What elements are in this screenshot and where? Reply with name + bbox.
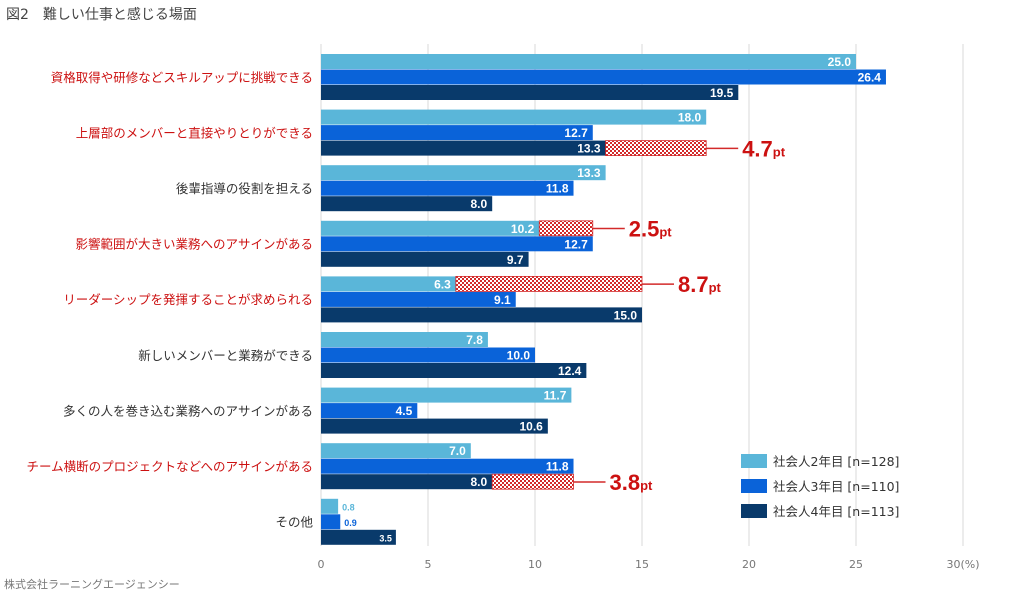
value-label: 9.1 xyxy=(494,293,511,307)
bar xyxy=(321,180,574,196)
value-label: 0.9 xyxy=(344,518,357,528)
x-tick-label: 10 xyxy=(528,558,542,571)
value-label: 8.0 xyxy=(471,475,488,489)
value-label: 19.5 xyxy=(710,86,734,100)
bar xyxy=(321,443,471,459)
gap-hatch xyxy=(491,473,574,490)
category-label: 多くの人を巻き込む業務へのアサインがある xyxy=(63,403,313,418)
bar xyxy=(321,332,488,347)
gap-annotations: 4.7pt 2.5pt 8.7pt 3.8pt xyxy=(455,136,786,495)
value-label: 11.8 xyxy=(546,182,569,196)
x-tick-label: 25 xyxy=(849,558,863,571)
category-label: 資格取得や研修などスキルアップに挑戦できる xyxy=(51,70,313,85)
bar xyxy=(321,69,886,85)
bar xyxy=(321,307,642,323)
bar xyxy=(321,418,548,434)
value-label: 10.2 xyxy=(511,222,535,236)
value-label: 26.4 xyxy=(858,71,882,85)
value-label: 18.0 xyxy=(678,111,702,125)
value-label: 12.7 xyxy=(564,237,588,251)
value-label: 12.4 xyxy=(558,364,582,378)
labels: 0 5 10 15 20 25 30(%) 資格取得や研修などスキルアップに挑戦できる 25.0… xyxy=(26,55,979,571)
gap-label: 2.5pt xyxy=(629,217,673,242)
legend-label: 社会人4年目 [n=113] xyxy=(773,504,899,519)
gap-hatch xyxy=(538,220,594,237)
bar xyxy=(321,403,418,419)
bar xyxy=(321,276,456,292)
value-label: 7.8 xyxy=(466,333,483,347)
bar xyxy=(321,125,593,141)
bar xyxy=(321,291,516,307)
legend-swatch xyxy=(741,454,767,468)
x-tick-label: 0 xyxy=(318,558,325,571)
value-label: 9.7 xyxy=(507,253,524,267)
x-tick-label: 20 xyxy=(742,558,756,571)
gap-label: 4.7pt xyxy=(742,136,786,161)
bar xyxy=(321,85,739,100)
gap-hatch xyxy=(605,140,707,157)
bar xyxy=(321,529,396,545)
value-label: 3.5 xyxy=(379,533,392,543)
value-label: 13.3 xyxy=(577,166,601,180)
bar xyxy=(321,387,572,403)
bar xyxy=(321,196,493,212)
value-label: 10.6 xyxy=(519,420,543,434)
bar xyxy=(321,498,339,514)
gap-hatch xyxy=(455,275,643,292)
category-label: その他 xyxy=(275,515,313,530)
legend-label: 社会人2年目 [n=128] xyxy=(773,454,899,469)
bar xyxy=(321,474,493,490)
legend: 社会人2年目 [n=128] 社会人3年目 [n=110] 社会人4年目 [n=11… xyxy=(741,454,899,519)
bar xyxy=(321,236,593,252)
legend-label: 社会人3年目 [n=110] xyxy=(773,479,899,494)
bar xyxy=(321,251,529,267)
x-tick-label: 5 xyxy=(425,558,432,571)
x-tick-label: 15 xyxy=(635,558,649,571)
category-label: 影響範囲が大きい業務へのアサインがある xyxy=(75,237,313,252)
bar xyxy=(321,140,606,156)
bar xyxy=(321,458,574,474)
value-label: 11.8 xyxy=(546,460,569,474)
value-label: 15.0 xyxy=(614,308,638,322)
bar xyxy=(321,165,606,181)
category-label: 上層部のメンバーと直接やりとりができる xyxy=(76,125,313,140)
legend-swatch xyxy=(741,479,767,493)
value-label: 6.3 xyxy=(434,277,451,291)
credit-text: 株式会社ラーニングエージェンシー xyxy=(4,578,180,591)
bar xyxy=(321,109,707,125)
bar xyxy=(321,363,587,378)
gap-label: 8.7pt xyxy=(678,272,722,297)
bar xyxy=(321,220,540,236)
category-label: リーダーシップを発揮することが求められる xyxy=(63,292,313,307)
value-label: 25.0 xyxy=(828,55,852,69)
x-tick-label: 30(%) xyxy=(946,558,979,571)
value-label: 8.0 xyxy=(471,197,488,211)
value-label: 0.8 xyxy=(342,502,355,512)
value-label: 11.7 xyxy=(544,389,567,403)
bar xyxy=(321,347,535,363)
value-label: 7.0 xyxy=(449,444,466,458)
value-label: 10.0 xyxy=(507,349,531,363)
value-label: 4.5 xyxy=(396,404,413,418)
legend-swatch xyxy=(741,504,767,518)
category-label: 新しいメンバーと業務ができる xyxy=(138,348,313,363)
value-label: 12.7 xyxy=(564,126,588,140)
value-label: 13.3 xyxy=(577,142,601,156)
bar xyxy=(321,54,856,69)
category-label: チーム横断のプロジェクトなどへのアサインがある xyxy=(26,459,313,474)
category-label: 後輩指導の役割を担える xyxy=(176,181,313,196)
bar xyxy=(321,514,341,530)
figure-title: 図2 難しい仕事と感じる場面 xyxy=(6,7,197,23)
bars xyxy=(321,54,886,545)
gap-label: 3.8pt xyxy=(610,470,654,495)
